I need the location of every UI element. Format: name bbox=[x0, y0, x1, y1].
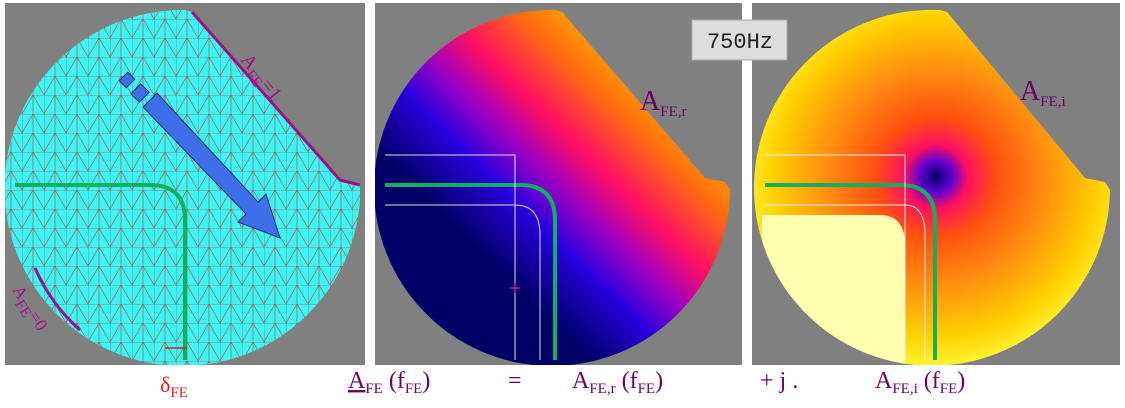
label-main: A bbox=[640, 86, 661, 117]
term-main: A bbox=[572, 368, 590, 394]
term-arg-sub: FE bbox=[405, 381, 423, 397]
term-arg: ) bbox=[655, 368, 663, 394]
equation-operator: + j . bbox=[760, 368, 798, 394]
panel-label: AFE,i bbox=[1020, 76, 1066, 110]
term-arg: (f bbox=[924, 368, 940, 394]
label-sub: FE,i bbox=[1040, 94, 1065, 110]
label-main: A bbox=[1020, 76, 1041, 107]
equation-term: AFE,r (fFE) bbox=[572, 368, 663, 397]
term-arg-sub: FE bbox=[638, 381, 656, 397]
delta-label: δFE bbox=[160, 372, 188, 401]
term-arg: ) bbox=[422, 368, 430, 394]
term-arg: (f bbox=[622, 368, 638, 394]
term-arg: ) bbox=[957, 368, 965, 394]
equation: AFE (fFE) = AFE,r (fFE) + j . AFE,i (fFE) bbox=[348, 368, 965, 397]
term-sub: FE,i bbox=[892, 381, 917, 397]
term-arg-sub: FE bbox=[940, 381, 958, 397]
boundary-edge bbox=[190, 11, 361, 187]
term-main: A bbox=[348, 368, 366, 394]
term-arg: (f bbox=[389, 368, 405, 394]
term-sub: FE bbox=[365, 381, 383, 397]
label-main: δ bbox=[160, 372, 170, 397]
direction-arrow bbox=[118, 71, 281, 239]
label-sub: FE,r bbox=[660, 104, 686, 120]
frequency-box bbox=[691, 19, 788, 61]
label-sub: FE bbox=[170, 385, 188, 401]
term-sub: FE,r bbox=[589, 381, 615, 397]
boundary-edge bbox=[33, 267, 81, 332]
equation-term: AFE (fFE) bbox=[348, 368, 430, 397]
equation-term: AFE,i (fFE) bbox=[875, 368, 965, 397]
frequency-label: 750Hz bbox=[707, 30, 773, 55]
label-sub: FE bbox=[11, 297, 34, 320]
equation-operator: = bbox=[508, 368, 522, 394]
term-main: A bbox=[875, 368, 893, 394]
panel-label: AFE,r bbox=[640, 86, 686, 120]
